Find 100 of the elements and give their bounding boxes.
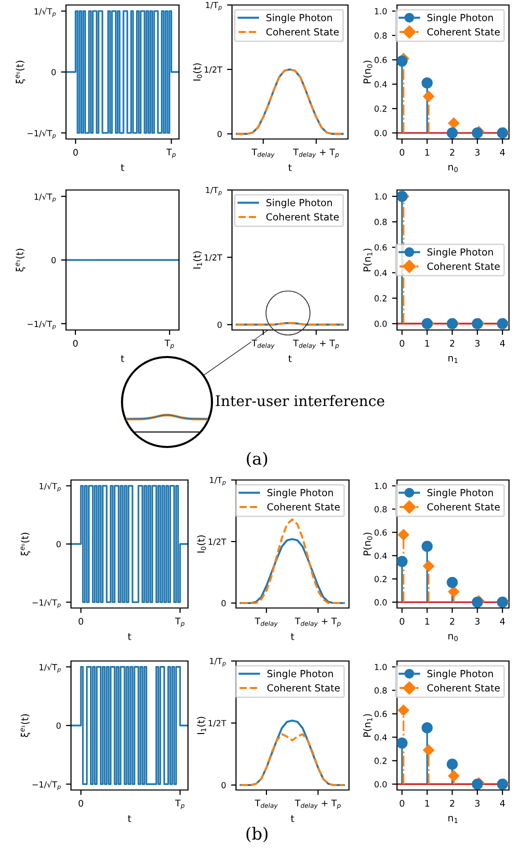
point [422, 77, 433, 89]
x-axis-title: t [290, 633, 294, 640]
y-tick-label: 0.8 [374, 687, 387, 694]
x-axis-title: n$_{0}$ [448, 164, 458, 172]
text: Inter-user interference [216, 394, 384, 406]
text: (b) [246, 826, 268, 842]
y-axis-title: I$_{1}$(t) [196, 716, 206, 734]
point [423, 744, 434, 756]
y-axis-title: ξ$^{e₀}$(t) [16, 60, 26, 84]
y-tick-label: 0 [222, 782, 226, 788]
y-tick-label: 0 [218, 322, 222, 328]
y-tick-label: 0.0 [374, 599, 387, 606]
y-tick-label: 0.2 [374, 106, 386, 112]
point [448, 586, 460, 598]
x-tick-label: T$_{delay}$ [254, 618, 278, 628]
y-tick-label: 0 [56, 722, 61, 729]
text: (a) [246, 452, 268, 468]
point [397, 55, 408, 67]
y-tick-label: −1/√T$_{p}$ [32, 598, 61, 608]
y-axis-title: I$_{0}$(t) [196, 535, 206, 553]
legend-label: Single Photon [266, 14, 332, 24]
point [423, 560, 434, 572]
x-tick-label: T$_{delay}$ + T$_{p}$ [293, 148, 339, 158]
line-series [240, 733, 345, 786]
y-tick-label: 1/√T$_{p}$ [40, 663, 61, 673]
y-axis-title: I$_{0}$(t) [192, 63, 202, 81]
x-tick-label: T$_{delay}$ + T$_{p}$ [294, 800, 341, 810]
y-tick-label: 0.4 [374, 270, 387, 276]
y-tick-label: 1/T$_{p}$ [210, 476, 226, 486]
legend-label: Coherent State [427, 684, 500, 692]
x-tick-label: 2 [450, 618, 454, 625]
x-axis-title: t [128, 815, 132, 822]
x-tick-label: 1 [425, 149, 430, 156]
y-tick-label: 0.6 [374, 710, 387, 718]
x-tick-label: 2 [450, 340, 454, 347]
y-axis-title: ξ$^{e₁}$(t) [16, 248, 26, 272]
y-tick-label: 1/√T$_{p}$ [34, 192, 56, 202]
y-tick-label: 1.0 [374, 664, 387, 670]
y-tick-label: 1/T$_{p}$ [206, 186, 222, 196]
y-tick-label: 0.6 [374, 529, 387, 536]
point [446, 127, 458, 138]
x-tick-label: T$_{delay}$ [254, 800, 278, 810]
point [422, 540, 433, 552]
y-axis-title: P(n$_{0}$) [363, 532, 372, 556]
x-tick-label: 1 [425, 340, 430, 347]
legend-label: Single Photon [267, 488, 333, 498]
y-axis-title: ξ$^{e₁}$(t) [20, 714, 30, 738]
y-axis-title: P(n$_{1}$) [363, 714, 372, 737]
x-tick-label: T$_{delay}$ + T$_{p}$ [293, 340, 339, 350]
x-tick-label: T$_{delay}$ [252, 340, 275, 350]
legend-label: Coherent State [266, 28, 339, 36]
y-tick-label: −1/√T$_{p}$ [32, 780, 61, 790]
x-tick-label: 0 [400, 340, 404, 347]
y-tick-label: 0.4 [374, 552, 387, 559]
y-tick-label: 0.8 [374, 218, 387, 226]
point [398, 704, 410, 716]
x-tick-label: 4 [500, 618, 505, 625]
y-tick-label: 1/2T [208, 538, 226, 546]
y-tick-label: 0.2 [374, 576, 386, 582]
legend-label: Single Photon [427, 488, 493, 498]
x-tick-label: 3 [475, 148, 480, 156]
x-tick-label: 0 [73, 148, 78, 156]
x-tick-label: T$_{delay}$ [252, 148, 275, 158]
y-tick-label: 0 [222, 600, 226, 606]
y-tick-label: 0.0 [374, 130, 387, 136]
y-axis-title: I$_{1}$(t) [192, 251, 202, 269]
line-series [236, 68, 344, 135]
legend-label: Coherent State [267, 684, 340, 692]
x-axis-title: n$_{0}$ [448, 634, 458, 642]
y-tick-label: 0.0 [374, 320, 387, 327]
x-axis-title: t [288, 164, 292, 172]
y-tick-label: 0 [52, 68, 56, 76]
y-tick-label: 1/√T$_{p}$ [40, 482, 61, 492]
y-tick-label: −1/√T$_{p}$ [28, 320, 56, 330]
x-axis-title: n$_{1}$ [448, 356, 458, 363]
y-tick-label: 0.6 [374, 56, 387, 64]
x-tick-label: 0 [78, 800, 84, 807]
y-tick-label: 1.0 [374, 482, 387, 490]
x-tick-label: T$_{p}$ [164, 340, 174, 350]
x-axis-title: n$_{1}$ [448, 816, 458, 823]
x-tick-label: 3 [475, 618, 480, 625]
y-axis-title: P(n$_{1}$) [363, 248, 372, 272]
point [397, 738, 408, 749]
point [397, 556, 408, 568]
x-tick-label: 4 [500, 800, 505, 807]
x-tick-label: 4 [500, 149, 505, 156]
y-tick-label: 0.6 [374, 244, 387, 251]
point [423, 90, 434, 102]
x-tick-label: 3 [475, 800, 480, 807]
x-tick-label: T$_{p}$ [166, 148, 176, 158]
x-axis-title: t [128, 633, 132, 640]
y-tick-label: 1/T$_{p}$ [206, 2, 222, 11]
y-axis-title: ξ$^{e₀}$(t) [20, 532, 30, 556]
point [422, 722, 433, 734]
y-tick-label: 0 [52, 256, 56, 264]
x-axis-title: t [120, 164, 124, 172]
x-tick-label: 2 [450, 800, 454, 807]
legend-label: Coherent State [266, 213, 339, 221]
y-tick-label: 1.0 [374, 193, 387, 200]
point [398, 529, 410, 540]
